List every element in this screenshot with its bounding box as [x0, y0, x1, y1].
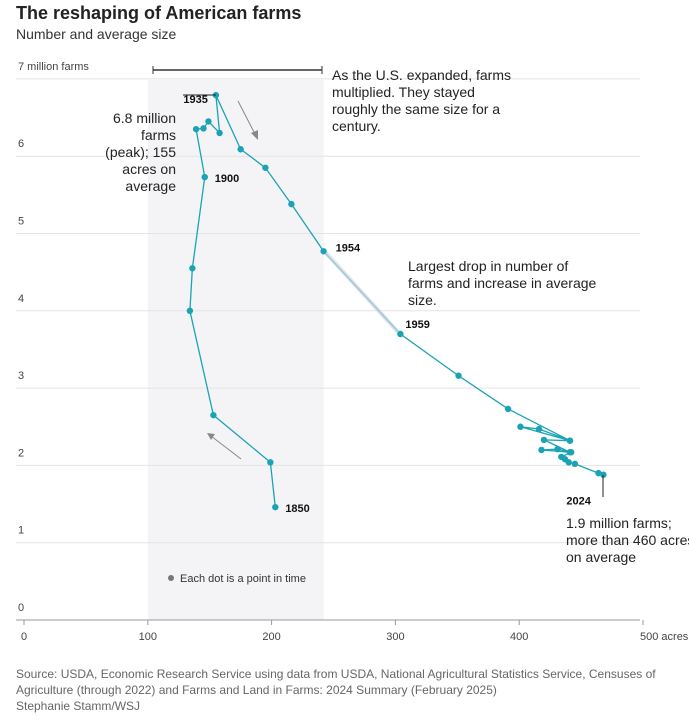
- data-point: [267, 459, 274, 466]
- year-label: 1954: [336, 242, 361, 254]
- year-label: 1850: [285, 503, 309, 515]
- x-tick-label: 400: [510, 631, 528, 643]
- data-point: [455, 372, 462, 379]
- source-note: Source: USDA, Economic Research Service …: [16, 666, 686, 714]
- data-point: [200, 125, 207, 132]
- data-point: [192, 125, 200, 133]
- y-tick-label: 0: [18, 602, 24, 614]
- data-point: [571, 460, 579, 468]
- year-label: 2024: [566, 496, 591, 508]
- data-point: [540, 436, 548, 444]
- data-point: [186, 307, 194, 314]
- x-tick-label: 500 acres: [640, 631, 689, 643]
- annotation-drop: Largest drop in number of farms and incre…: [408, 258, 597, 308]
- data-point: [210, 411, 217, 419]
- arrow-head-icon: [251, 130, 258, 140]
- data-point: [397, 330, 404, 338]
- data-point: [320, 248, 327, 255]
- legend-dot-icon: [168, 575, 174, 581]
- highlight-segment: [324, 251, 400, 334]
- y-tick-label: 7 million farms: [18, 61, 89, 73]
- source-text: Source: USDA, Economic Research Service …: [16, 667, 656, 697]
- data-point: [517, 423, 524, 430]
- legend-label: Each dot is a point in time: [180, 573, 306, 585]
- data-point: [272, 503, 279, 511]
- data-point: [595, 469, 602, 477]
- year-label: 1959: [405, 319, 429, 331]
- data-point: [237, 146, 244, 153]
- chart-subtitle: Number and average size: [16, 26, 177, 42]
- data-point: [565, 459, 572, 466]
- data-point: [288, 200, 295, 208]
- year-label: 1935: [183, 94, 207, 106]
- x-tick-label: 200: [262, 631, 280, 643]
- arrow-head-icon: [207, 433, 215, 440]
- chart-title: The reshaping of American farms: [16, 3, 302, 23]
- x-tick-label: 0: [21, 631, 27, 643]
- data-point: [205, 118, 212, 125]
- annotation-expansion: As the U.S. expanded, farms multiplied. T…: [332, 67, 511, 134]
- data-point: [567, 449, 575, 456]
- annotation-peak: 6.8 million farms (peak); 155 acres on avera…: [105, 110, 176, 194]
- y-tick-label: 5: [18, 216, 24, 228]
- y-tick-label: 4: [18, 293, 24, 305]
- data-point: [504, 405, 512, 413]
- data-point: [600, 471, 607, 478]
- credit-text: Stephanie Stamm/WSJ: [16, 699, 141, 713]
- x-tick-label: 100: [139, 631, 157, 643]
- data-point: [554, 445, 561, 453]
- x-tick-label: 300: [386, 631, 404, 643]
- data-point: [535, 425, 543, 433]
- data-point: [189, 265, 196, 272]
- year-label: 1900: [215, 173, 239, 185]
- annotation-2024: 1.9 million farms; more than 460 acres on …: [566, 515, 689, 565]
- arrow-icon: [237, 100, 257, 137]
- shaded-period: [147, 80, 324, 620]
- data-point: [538, 446, 545, 454]
- y-tick-label: 6: [18, 138, 24, 150]
- data-point: [201, 173, 208, 181]
- data-point: [566, 437, 574, 444]
- data-point: [216, 129, 223, 137]
- y-tick-label: 3: [18, 370, 24, 382]
- y-tick-label: 2: [18, 447, 24, 459]
- data-point: [262, 164, 269, 171]
- arrow-icon: [210, 435, 242, 460]
- y-tick-label: 1: [18, 525, 24, 537]
